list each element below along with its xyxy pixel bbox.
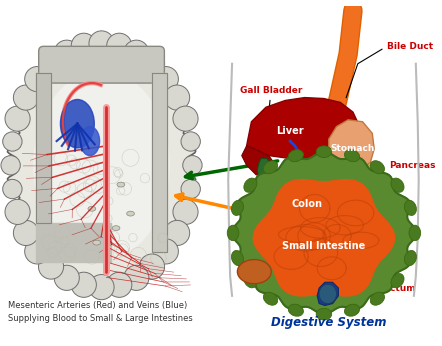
Text: Colon: Colon	[292, 199, 323, 209]
Circle shape	[181, 132, 200, 151]
Ellipse shape	[404, 251, 416, 266]
Polygon shape	[242, 146, 276, 175]
FancyBboxPatch shape	[39, 46, 164, 83]
Circle shape	[71, 272, 96, 297]
Circle shape	[3, 132, 22, 151]
Circle shape	[54, 40, 79, 65]
Ellipse shape	[244, 178, 257, 192]
Text: Digestive System: Digestive System	[271, 316, 386, 329]
Ellipse shape	[112, 226, 120, 230]
Ellipse shape	[316, 146, 332, 157]
Circle shape	[124, 40, 149, 65]
Circle shape	[13, 220, 38, 246]
Ellipse shape	[117, 182, 125, 187]
Circle shape	[89, 31, 114, 56]
Circle shape	[89, 274, 114, 300]
Circle shape	[153, 239, 179, 264]
Text: Stomach: Stomach	[331, 144, 375, 153]
Ellipse shape	[244, 274, 257, 288]
Ellipse shape	[263, 292, 278, 305]
Ellipse shape	[409, 225, 421, 241]
Circle shape	[54, 265, 79, 290]
Ellipse shape	[288, 150, 303, 162]
Circle shape	[13, 85, 38, 110]
Circle shape	[173, 199, 198, 225]
Circle shape	[38, 254, 64, 279]
Ellipse shape	[391, 274, 404, 288]
Polygon shape	[247, 98, 360, 158]
Circle shape	[107, 272, 132, 297]
Circle shape	[1, 156, 20, 175]
Polygon shape	[329, 120, 374, 172]
Polygon shape	[253, 180, 395, 296]
Ellipse shape	[232, 251, 244, 266]
Text: Bile Duct: Bile Duct	[387, 42, 433, 51]
Ellipse shape	[80, 127, 99, 156]
Polygon shape	[152, 73, 167, 252]
Ellipse shape	[88, 206, 96, 211]
Circle shape	[38, 52, 64, 76]
Ellipse shape	[344, 150, 360, 162]
Circle shape	[124, 265, 149, 290]
Ellipse shape	[404, 200, 416, 216]
Circle shape	[25, 239, 50, 264]
Circle shape	[183, 156, 202, 175]
Ellipse shape	[344, 304, 360, 316]
Circle shape	[153, 66, 179, 92]
Circle shape	[5, 106, 30, 131]
Ellipse shape	[263, 161, 278, 174]
Text: Supplying Blood to Small & Large Intestines: Supplying Blood to Small & Large Intesti…	[8, 313, 192, 322]
Text: Liver: Liver	[276, 126, 304, 136]
Ellipse shape	[237, 260, 271, 284]
Text: Rectum: Rectum	[343, 284, 416, 294]
Text: Small Intestine: Small Intestine	[282, 240, 366, 251]
Ellipse shape	[370, 292, 385, 305]
Ellipse shape	[227, 225, 239, 241]
Polygon shape	[231, 152, 417, 314]
Polygon shape	[257, 158, 273, 182]
Circle shape	[3, 179, 22, 199]
Text: Mesenteric Arteries (Red) and Veins (Blue): Mesenteric Arteries (Red) and Veins (Blu…	[8, 301, 187, 310]
Ellipse shape	[61, 100, 94, 148]
Circle shape	[181, 179, 200, 199]
Circle shape	[140, 52, 164, 76]
Text: Pancreas: Pancreas	[375, 161, 435, 173]
Polygon shape	[36, 73, 51, 223]
Polygon shape	[7, 40, 196, 291]
Circle shape	[107, 33, 132, 58]
Ellipse shape	[391, 178, 404, 192]
Circle shape	[173, 106, 198, 131]
Polygon shape	[295, 162, 375, 182]
Text: Gall Bladder: Gall Bladder	[240, 86, 302, 169]
Polygon shape	[36, 223, 111, 262]
Circle shape	[164, 220, 190, 246]
Ellipse shape	[34, 71, 169, 260]
Circle shape	[25, 66, 50, 92]
Ellipse shape	[370, 161, 385, 174]
Ellipse shape	[93, 240, 101, 245]
Ellipse shape	[319, 284, 336, 303]
Circle shape	[140, 254, 164, 279]
Ellipse shape	[127, 211, 134, 216]
Ellipse shape	[232, 200, 244, 216]
Circle shape	[71, 33, 96, 58]
Circle shape	[5, 199, 30, 225]
Polygon shape	[317, 282, 339, 306]
Circle shape	[164, 85, 190, 110]
Ellipse shape	[288, 304, 303, 316]
Ellipse shape	[316, 308, 332, 320]
